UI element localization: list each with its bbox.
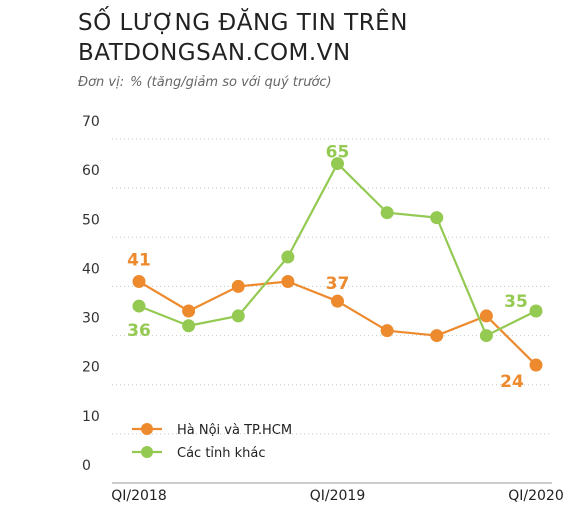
- series-1-point: [281, 275, 295, 289]
- series-line-2: [138, 162, 537, 337]
- y-tick-label-0: 0: [82, 458, 91, 474]
- y-tick-label-50: 50: [82, 212, 100, 228]
- series-1-point: [529, 358, 543, 372]
- y-tick-label-70: 70: [82, 114, 100, 130]
- series-1-point: [479, 309, 493, 323]
- series-2-point: [281, 250, 295, 264]
- y-tick-label-10: 10: [82, 409, 100, 425]
- series-1-point: [182, 304, 196, 318]
- unit-note: Đơn vị: % (tăng/giảm so với quý trước): [78, 75, 332, 90]
- series-2-point: [231, 309, 245, 323]
- series-2-point: [132, 299, 146, 313]
- legend-marker-1: [141, 423, 153, 435]
- x-tick-label: QI/2019: [310, 488, 366, 504]
- legend-label-2: Các tỉnh khác: [177, 446, 266, 461]
- series-2-point: [430, 211, 444, 225]
- data-label: 65: [326, 143, 350, 163]
- y-tick-label-20: 20: [82, 360, 100, 376]
- data-label: 36: [127, 321, 151, 341]
- y-tick-label-30: 30: [82, 311, 100, 327]
- x-tick-label: QI/2018: [111, 488, 167, 504]
- series-2-point: [380, 206, 394, 220]
- legend-label-1: Hà Nội và TP.HCM: [177, 423, 292, 438]
- series-1-point: [132, 275, 146, 289]
- series-2-point: [479, 329, 493, 343]
- y-tick-label-60: 60: [82, 163, 100, 179]
- series-2-point: [331, 157, 344, 171]
- y-tick-label-40: 40: [82, 261, 100, 277]
- series-1-point: [231, 279, 245, 293]
- legend-marker-2: [141, 446, 153, 458]
- chart-title-line-1: SỐ LƯỢNG ĐĂNG TIN TRÊN: [78, 10, 408, 36]
- data-label: 35: [504, 292, 528, 312]
- data-label: 41: [127, 251, 151, 271]
- series-1-point: [331, 294, 344, 308]
- chart-title-line-2: BATDONGSAN.COM.VN: [78, 40, 351, 66]
- x-tick-label: QI/2020: [508, 488, 564, 504]
- series-2-point: [529, 304, 543, 318]
- unit-label: Đơn vị:: [78, 75, 125, 90]
- data-label: 24: [500, 372, 524, 392]
- series-2-point: [182, 319, 196, 333]
- series-1-point: [430, 329, 444, 343]
- unit-value: % (tăng/giảm so với quý trước): [130, 75, 332, 90]
- series-1-point: [380, 324, 394, 338]
- data-label: 37: [326, 274, 350, 294]
